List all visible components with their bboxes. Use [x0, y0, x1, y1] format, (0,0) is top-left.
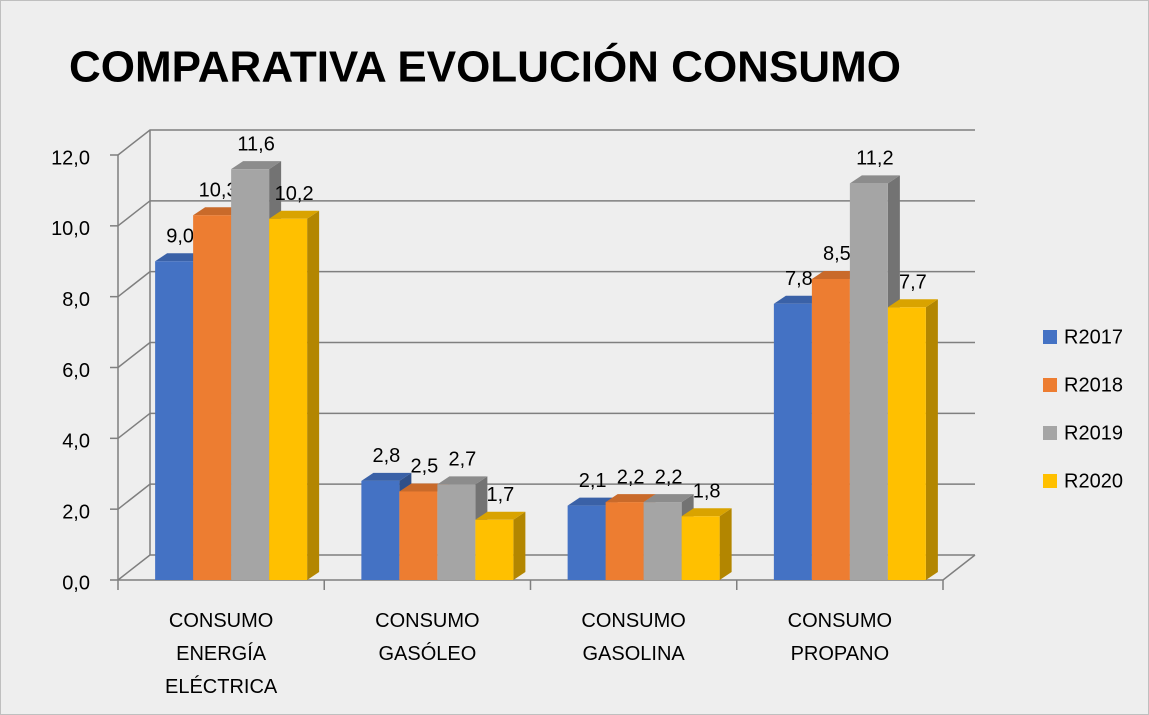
data-label: 2,7: [448, 449, 476, 471]
x-tick-label: CONSUMO GASÓLEO: [375, 610, 479, 665]
legend-swatch: [1043, 378, 1057, 392]
data-label: 1,7: [486, 484, 514, 506]
y-tick-label: 6,0: [62, 360, 90, 382]
data-label: 2,1: [579, 470, 607, 492]
data-label: 7,7: [899, 272, 927, 294]
bar: [399, 491, 438, 580]
legend-swatch: [1043, 330, 1057, 344]
bar: [887, 307, 926, 580]
bar-top: [399, 483, 450, 492]
data-label: 9,0: [166, 226, 194, 248]
bar-top: [643, 494, 694, 503]
y-tick-label: 10,0: [51, 218, 90, 240]
y-tick-label: 12,0: [51, 147, 90, 169]
y-tick-label: 2,0: [62, 501, 90, 523]
bar: [361, 480, 400, 580]
bar: [155, 261, 194, 580]
data-label: 2,5: [410, 456, 438, 478]
bar-side: [719, 508, 732, 580]
bar-top: [231, 161, 282, 170]
x-tick-label: CONSUMO ENERGÍA ELÉCTRICA: [165, 610, 278, 698]
legend-label: R2017: [1064, 326, 1123, 348]
bar-top: [155, 253, 206, 262]
bar-top: [811, 270, 862, 279]
bar-top: [605, 494, 656, 503]
bar: [437, 484, 476, 580]
bar: [193, 215, 232, 581]
data-label: 11,2: [856, 148, 893, 170]
data-label: 11,6: [237, 133, 274, 155]
bar-top: [437, 476, 488, 485]
bar: [811, 278, 850, 580]
bar-top: [269, 210, 320, 219]
legend-label: R2018: [1064, 374, 1123, 396]
bar: [231, 169, 270, 580]
x-tick-label: CONSUMO GASOLINA: [581, 610, 685, 665]
bar: [773, 303, 812, 580]
bar: [643, 502, 682, 580]
y-tick-label: 4,0: [62, 431, 90, 453]
bar-top: [887, 299, 938, 308]
bar: [269, 218, 308, 580]
chart-title: COMPARATIVA EVOLUCIÓN CONSUMO: [69, 42, 901, 92]
bar-top: [681, 508, 732, 517]
bar: [605, 502, 644, 580]
y-tick-label: 8,0: [62, 289, 90, 311]
bar-side: [513, 511, 526, 580]
data-label: 1,8: [693, 481, 721, 503]
legend-label: R2019: [1064, 422, 1123, 444]
bar-top: [475, 511, 526, 520]
bar-side: [307, 210, 320, 580]
legend-swatch: [1043, 474, 1057, 488]
data-label: 2,8: [372, 445, 400, 467]
data-label: 10,2: [275, 183, 314, 205]
legend-swatch: [1043, 426, 1057, 440]
bar: [567, 505, 606, 580]
data-label: 10,3: [199, 179, 238, 201]
x-tick-label: CONSUMO PROPANO: [788, 610, 892, 665]
data-label: 2,2: [655, 466, 683, 488]
bar-top: [849, 175, 900, 184]
bar-top: [193, 207, 244, 216]
y-tick-label: 0,0: [62, 572, 90, 594]
bar-top: [361, 472, 412, 481]
bar-top: [773, 295, 824, 304]
legend-label: R2020: [1064, 470, 1123, 492]
data-label: 7,8: [785, 268, 813, 290]
bar-side: [925, 299, 938, 580]
bar: [849, 183, 888, 581]
bar-top: [567, 497, 618, 506]
data-label: 8,5: [823, 243, 851, 265]
bar: [475, 519, 514, 580]
data-label: 2,2: [617, 466, 645, 488]
bar: [681, 516, 720, 580]
